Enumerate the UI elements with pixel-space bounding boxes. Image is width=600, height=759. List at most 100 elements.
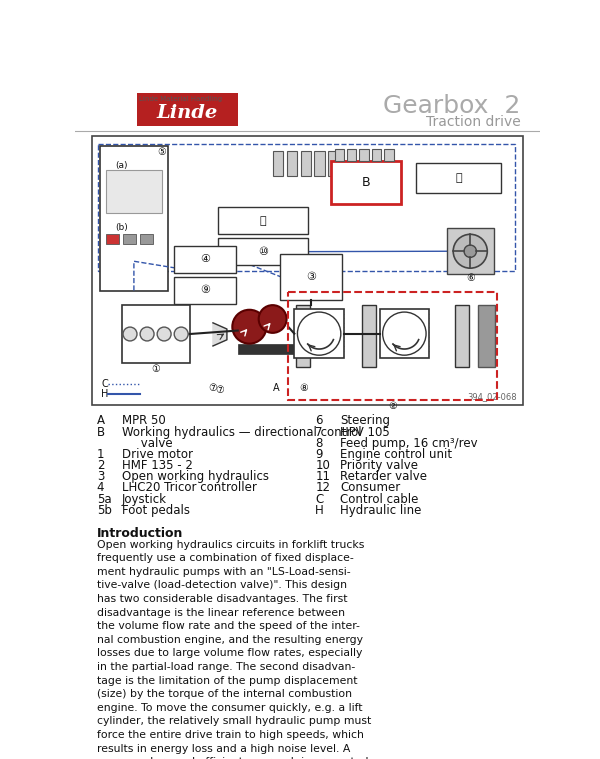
Bar xyxy=(121,305,190,363)
Text: Engine control unit: Engine control unit xyxy=(340,448,452,461)
Bar xyxy=(384,149,394,161)
Text: Open working hydraulics circuits in forklift trucks
frequently use a combination: Open working hydraulics circuits in fork… xyxy=(97,540,371,759)
Bar xyxy=(380,309,429,358)
Circle shape xyxy=(123,327,137,341)
Text: ⑨: ⑨ xyxy=(200,285,210,295)
Bar xyxy=(416,162,501,194)
Circle shape xyxy=(453,235,487,268)
Text: H: H xyxy=(315,504,324,517)
Bar xyxy=(335,149,344,161)
Bar xyxy=(347,149,356,161)
Text: ⑥: ⑥ xyxy=(466,273,475,283)
Text: Retarder valve: Retarder valve xyxy=(340,471,427,483)
Text: ④: ④ xyxy=(200,254,210,264)
Text: Joystick: Joystick xyxy=(121,493,167,505)
Text: ③: ③ xyxy=(307,272,316,282)
Text: ⑦: ⑦ xyxy=(209,383,217,392)
Bar xyxy=(98,144,515,271)
Circle shape xyxy=(232,310,266,344)
Text: 7: 7 xyxy=(315,426,323,439)
Bar xyxy=(106,235,119,244)
Bar xyxy=(75,91,540,131)
Text: Drive motor: Drive motor xyxy=(121,448,193,461)
Bar xyxy=(287,151,298,176)
Circle shape xyxy=(157,327,171,341)
Bar xyxy=(359,149,369,161)
Circle shape xyxy=(259,305,287,333)
Bar xyxy=(331,161,401,203)
Text: H: H xyxy=(101,389,109,398)
Bar xyxy=(92,136,523,405)
Text: Foot pedals: Foot pedals xyxy=(121,504,190,517)
Text: (a): (a) xyxy=(115,161,128,170)
Bar xyxy=(174,246,236,272)
Text: ⑩: ⑩ xyxy=(258,247,268,257)
Text: (b): (b) xyxy=(115,222,128,231)
Text: ⑪: ⑪ xyxy=(260,216,266,226)
Text: ①: ① xyxy=(151,364,160,374)
Bar xyxy=(328,151,339,176)
Text: 2: 2 xyxy=(97,459,104,472)
Text: B: B xyxy=(361,176,370,189)
Text: 10: 10 xyxy=(315,459,330,472)
Text: MPR 50: MPR 50 xyxy=(121,414,165,427)
Text: 6: 6 xyxy=(315,414,323,427)
Text: B: B xyxy=(97,426,105,439)
Text: Linde: Linde xyxy=(157,104,218,121)
Text: HMF 135 - 2: HMF 135 - 2 xyxy=(121,459,193,472)
Bar xyxy=(314,151,325,176)
Text: HPV 105: HPV 105 xyxy=(340,426,390,439)
Text: 12: 12 xyxy=(315,481,330,494)
Bar xyxy=(447,228,493,274)
Bar xyxy=(137,93,238,126)
Text: Traction drive: Traction drive xyxy=(426,115,521,129)
Text: ⑧: ⑧ xyxy=(299,383,308,392)
Circle shape xyxy=(464,245,476,257)
Bar xyxy=(280,254,343,300)
Text: valve: valve xyxy=(121,437,172,450)
Text: 5b: 5b xyxy=(97,504,112,517)
Text: 3: 3 xyxy=(97,471,104,483)
Text: 1: 1 xyxy=(97,448,104,461)
Text: A: A xyxy=(273,383,280,392)
Text: ②: ② xyxy=(388,401,397,411)
Text: ⑦: ⑦ xyxy=(215,385,224,395)
Bar xyxy=(372,149,381,161)
Text: Gearbox  2: Gearbox 2 xyxy=(383,94,521,118)
Text: Hydraulic line: Hydraulic line xyxy=(340,504,421,517)
Bar xyxy=(174,276,236,304)
Bar xyxy=(478,305,495,367)
Circle shape xyxy=(140,327,154,341)
Circle shape xyxy=(174,327,188,341)
Text: LHC20 Tricor controller: LHC20 Tricor controller xyxy=(121,481,256,494)
Bar xyxy=(272,151,283,176)
Text: 4: 4 xyxy=(97,481,104,494)
Text: C: C xyxy=(101,379,108,389)
Text: C: C xyxy=(315,493,323,505)
Text: Control cable: Control cable xyxy=(340,493,418,505)
Text: Feed pump, 16 cm³/rev: Feed pump, 16 cm³/rev xyxy=(340,437,478,450)
Bar xyxy=(288,292,497,400)
Bar xyxy=(140,235,153,244)
Text: Introduction: Introduction xyxy=(97,528,183,540)
Text: Steering: Steering xyxy=(340,414,390,427)
Bar xyxy=(238,345,300,354)
Bar xyxy=(296,305,310,367)
Text: 5a: 5a xyxy=(97,493,112,505)
Text: A: A xyxy=(97,414,105,427)
Text: ⑫: ⑫ xyxy=(455,173,462,183)
Bar xyxy=(106,170,162,213)
Text: Priority valve: Priority valve xyxy=(340,459,418,472)
Polygon shape xyxy=(213,323,227,346)
Bar xyxy=(301,151,311,176)
Bar xyxy=(100,146,168,291)
Bar xyxy=(362,305,376,367)
Text: ⑤: ⑤ xyxy=(157,147,166,157)
Bar xyxy=(455,305,469,367)
Text: Working hydraulics — directional control: Working hydraulics — directional control xyxy=(121,426,361,439)
Text: 8: 8 xyxy=(315,437,323,450)
Text: Consumer: Consumer xyxy=(340,481,400,494)
Text: Open working hydraulics: Open working hydraulics xyxy=(121,471,269,483)
Text: Linde Material Handling: Linde Material Handling xyxy=(139,96,223,102)
Text: 394_02-068: 394_02-068 xyxy=(467,392,517,402)
